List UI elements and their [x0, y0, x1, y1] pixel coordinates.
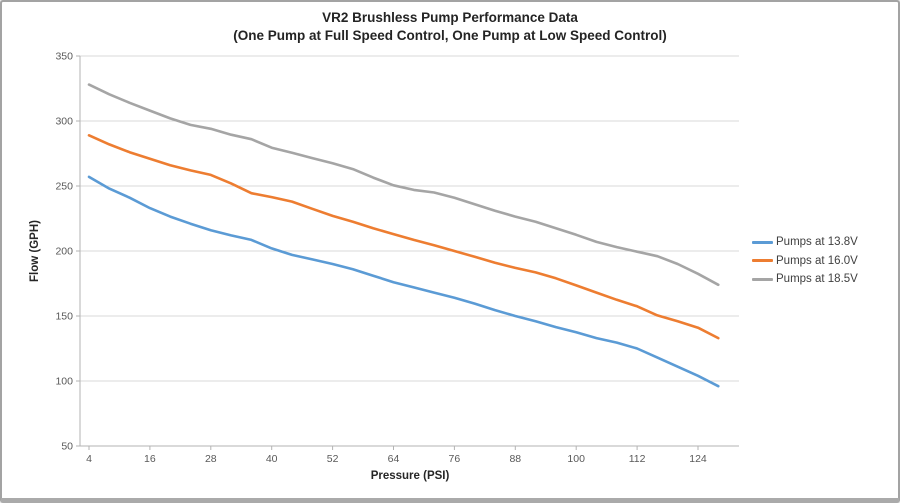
svg-text:100: 100 — [567, 453, 585, 465]
svg-text:28: 28 — [205, 453, 217, 465]
svg-text:112: 112 — [629, 453, 646, 465]
legend-item: Pumps at 18.5V — [752, 270, 858, 289]
legend-label: Pumps at 18.5V — [776, 273, 858, 286]
svg-text:100: 100 — [55, 376, 73, 388]
svg-text:76: 76 — [449, 453, 461, 465]
svg-text:150: 150 — [55, 311, 73, 323]
legend-item: Pumps at 13.8V — [752, 233, 858, 252]
chart-title: VR2 Brushless Pump Performance Data — [322, 10, 578, 25]
legend-line-swatch — [752, 240, 773, 244]
legend-label: Pumps at 16.0V — [776, 254, 858, 267]
svg-text:4: 4 — [86, 453, 92, 465]
chart-subtitle: (One Pump at Full Speed Control, One Pum… — [233, 28, 667, 43]
svg-text:124: 124 — [689, 453, 707, 465]
legend-label: Pumps at 13.8V — [776, 236, 858, 249]
legend-item: Pumps at 16.0V — [752, 252, 858, 271]
legend-line-swatch — [752, 259, 773, 263]
svg-text:40: 40 — [266, 453, 278, 465]
legend-line-swatch — [752, 277, 773, 281]
svg-text:300: 300 — [55, 116, 73, 128]
svg-text:16: 16 — [144, 453, 156, 465]
svg-text:64: 64 — [388, 453, 400, 465]
svg-text:50: 50 — [61, 441, 73, 453]
svg-text:350: 350 — [55, 51, 73, 63]
chart-title-block: VR2 Brushless Pump Performance Data (One… — [2, 9, 898, 45]
svg-text:250: 250 — [55, 181, 73, 193]
svg-text:52: 52 — [327, 453, 339, 465]
x-axis-title: Pressure (PSI) — [370, 470, 450, 482]
svg-text:200: 200 — [55, 246, 73, 258]
svg-text:88: 88 — [509, 453, 521, 465]
legend: Pumps at 13.8V Pumps at 16.0V Pumps at 1… — [752, 233, 858, 289]
